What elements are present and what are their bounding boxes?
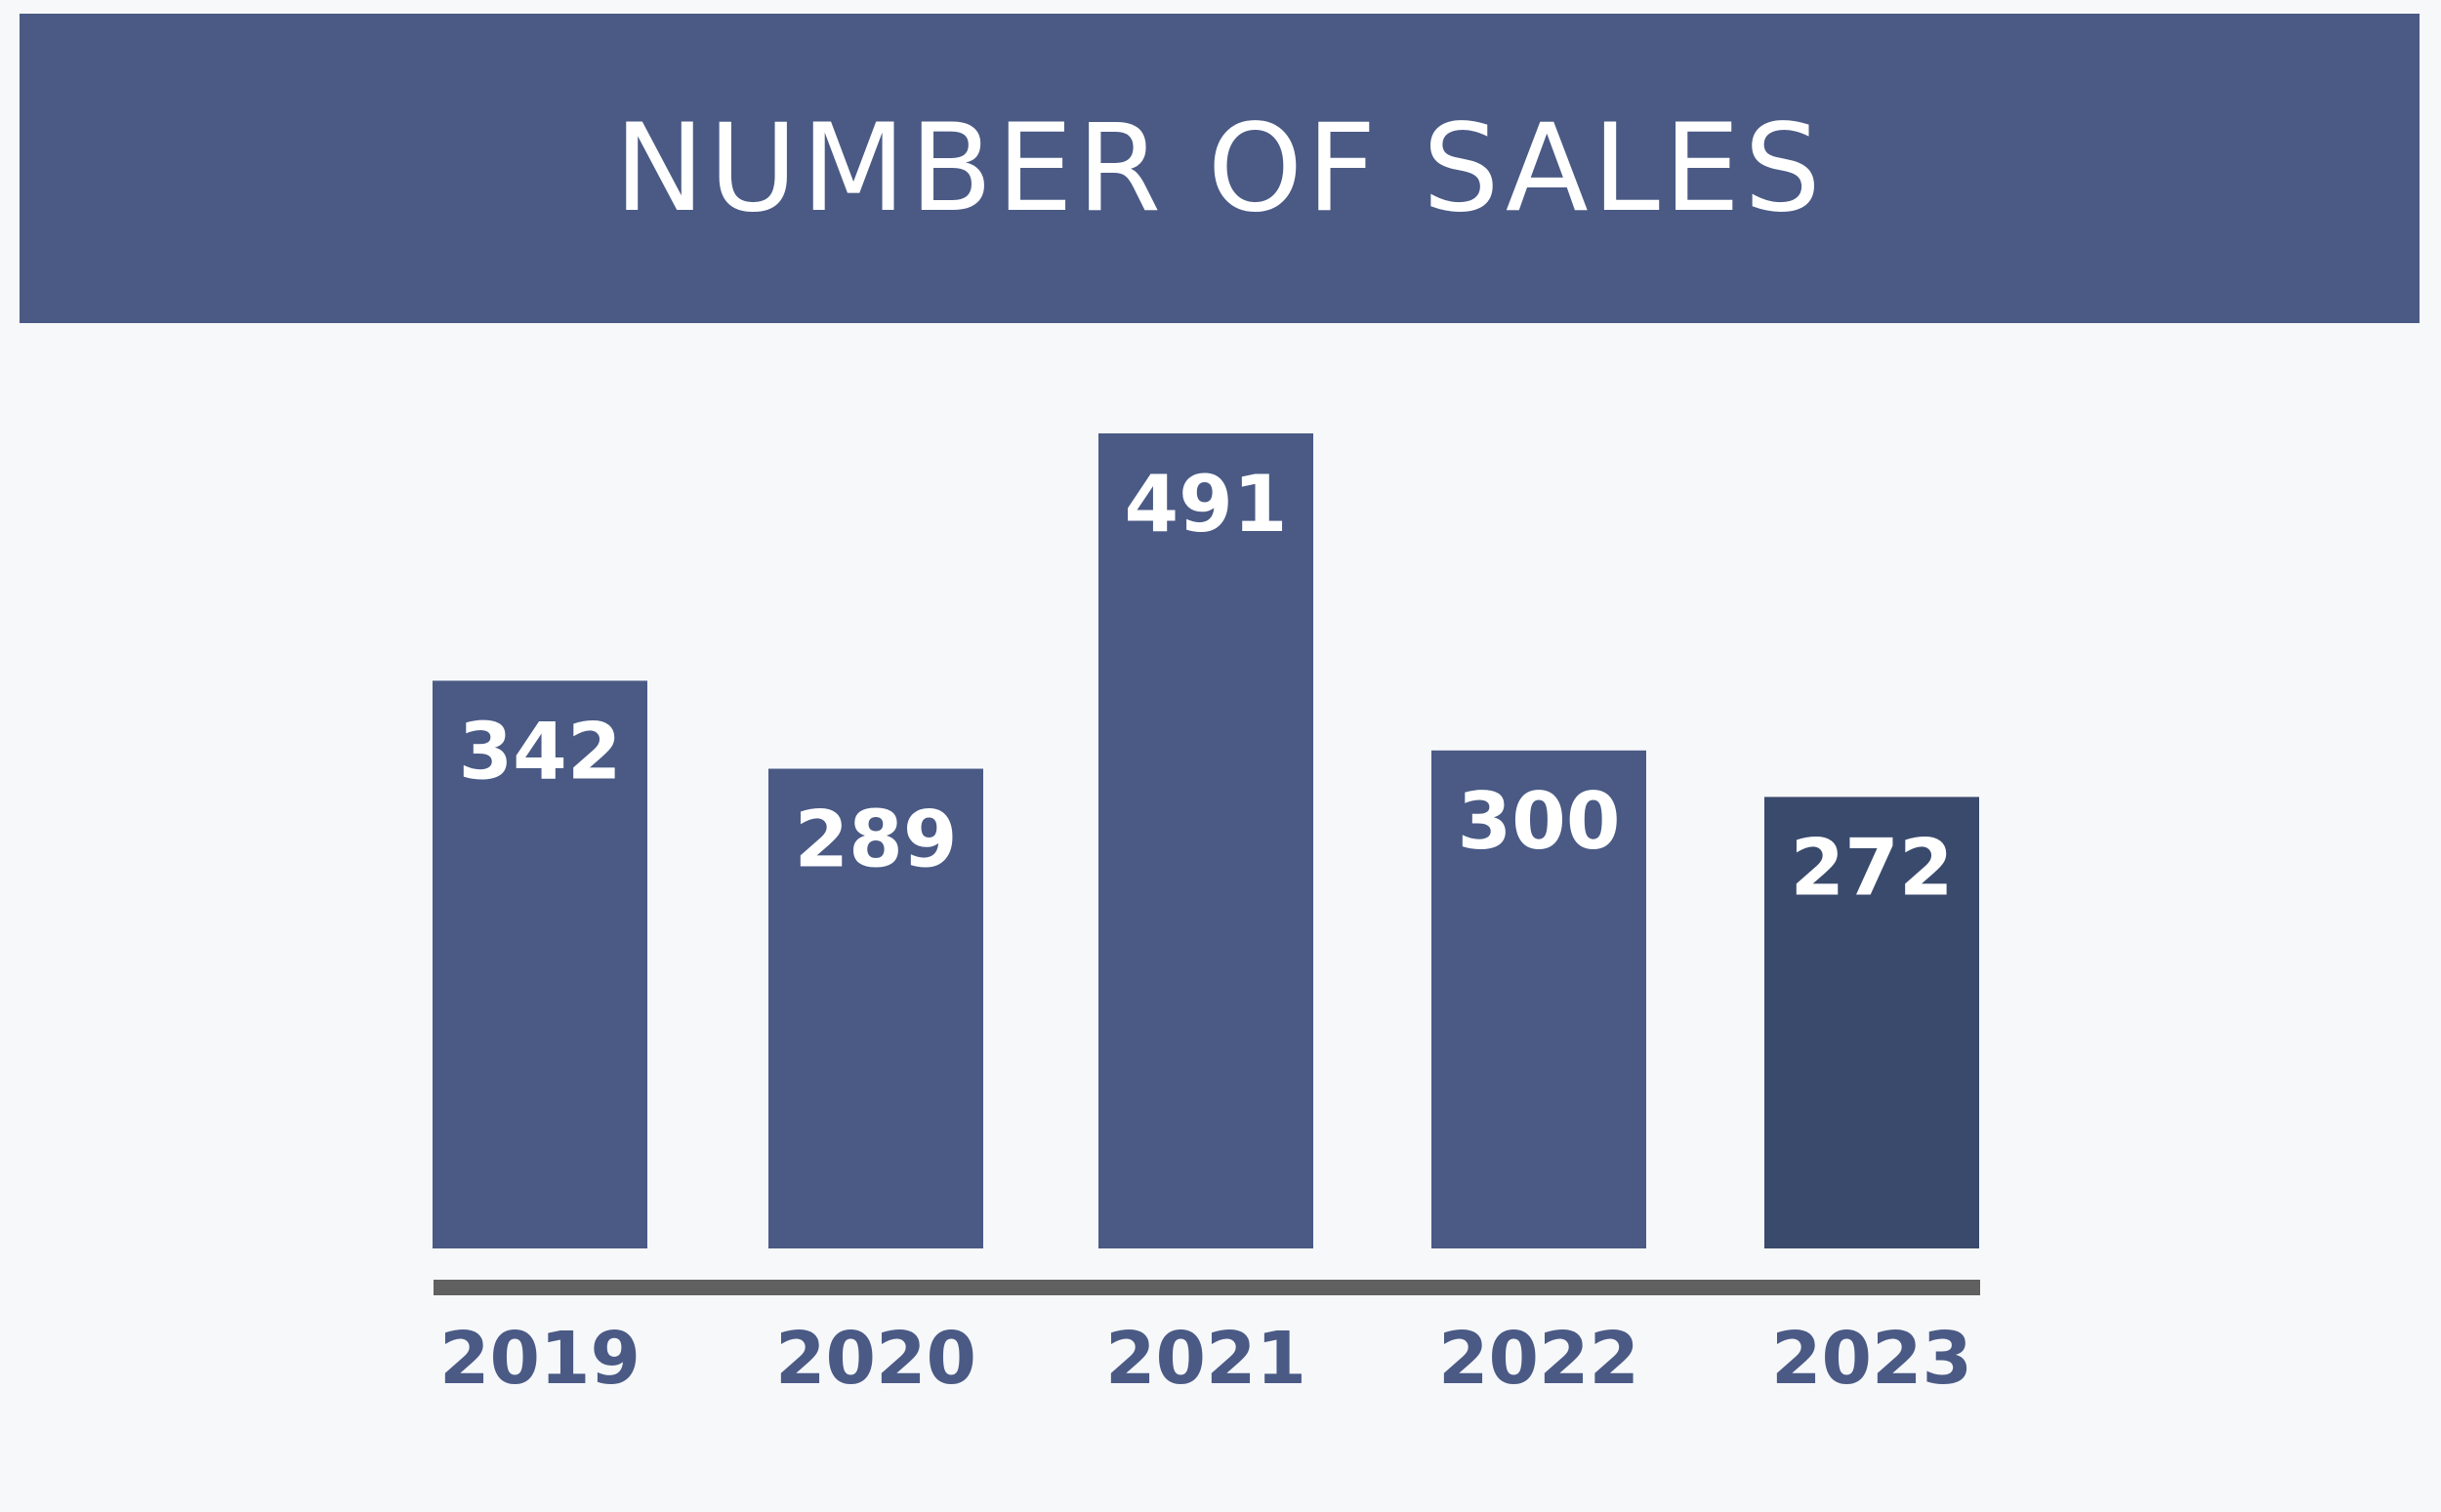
x-tick-label-2021: 2021 [1105,1317,1306,1401]
bars-layer: 342 289 491 300 272 [433,433,1979,1248]
data-label-2020: 289 [795,795,958,885]
x-tick-labels: 2019 2020 2021 2022 2023 [439,1317,1972,1401]
bar-2021 [1098,433,1313,1248]
x-tick-label-2023: 2023 [1771,1317,1972,1401]
x-tick-label-2019: 2019 [439,1317,641,1401]
x-tick-label-2020: 2020 [775,1317,976,1401]
data-label-2023: 272 [1791,822,1954,913]
data-label-2021: 491 [1125,459,1288,550]
data-label-2022: 300 [1458,776,1621,867]
x-tick-label-2022: 2022 [1438,1317,1639,1401]
data-label-2019: 342 [459,706,622,797]
